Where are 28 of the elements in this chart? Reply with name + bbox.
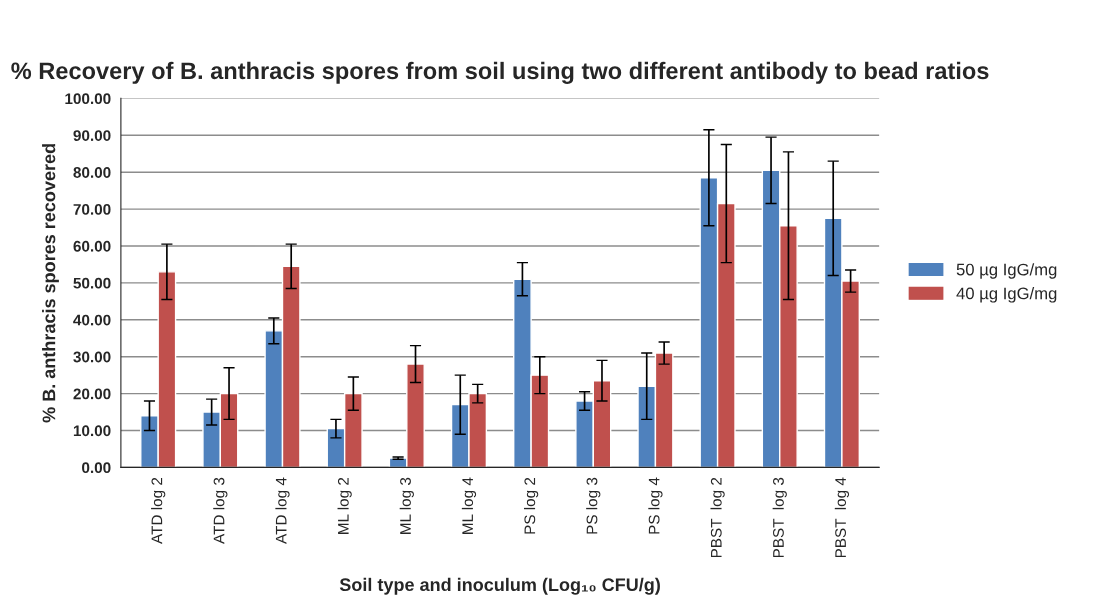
y-tick-label: 100.00	[65, 93, 111, 105]
legend-label: 40 µg IgG/mg	[956, 287, 1057, 303]
x-tick-label: PS log 4	[648, 477, 663, 534]
y-tick-label: 70.00	[73, 203, 111, 215]
y-tick-label: 0.00	[82, 462, 111, 474]
x-tick-label: ATD log 4	[275, 477, 290, 544]
y-tick-label: 50.00	[73, 277, 111, 289]
y-tick-label: 40.00	[73, 314, 111, 326]
x-tick-label: PBST log 4	[834, 477, 850, 558]
x-tick-label: ATD log 2	[151, 477, 166, 544]
x-tick-label: PS log 3	[586, 477, 601, 534]
x-tick-label: PS log 2	[524, 477, 539, 534]
x-tick-label: ML log 2	[337, 477, 352, 534]
y-tick-label: 10.00	[73, 425, 111, 437]
y-axis-title: % B. anthracis spores recovered	[42, 144, 59, 423]
y-tick-label: 90.00	[73, 130, 111, 141]
y-tick-label: 60.00	[73, 240, 111, 252]
x-tick-label: ML log 3	[399, 477, 414, 534]
chart-title: % Recovery of B. anthracis spores from soil using two different antibody to bead ratios	[11, 61, 989, 84]
y-tick-label: 80.00	[73, 167, 111, 178]
x-tick-label: ATD log 3	[213, 477, 228, 544]
x-tick-label: PBST log 3	[772, 477, 787, 558]
x-axis-title: Soil type and inoculum (Log₁₀ CFU/g)	[339, 577, 660, 595]
legend-label: 50 µg IgG/mg	[956, 263, 1057, 279]
x-tick-label: ML log 4	[461, 477, 477, 534]
y-tick-label: 30.00	[73, 351, 111, 363]
y-tick-label: 20.00	[73, 388, 111, 400]
x-tick-label: PBST log 2	[710, 477, 725, 558]
